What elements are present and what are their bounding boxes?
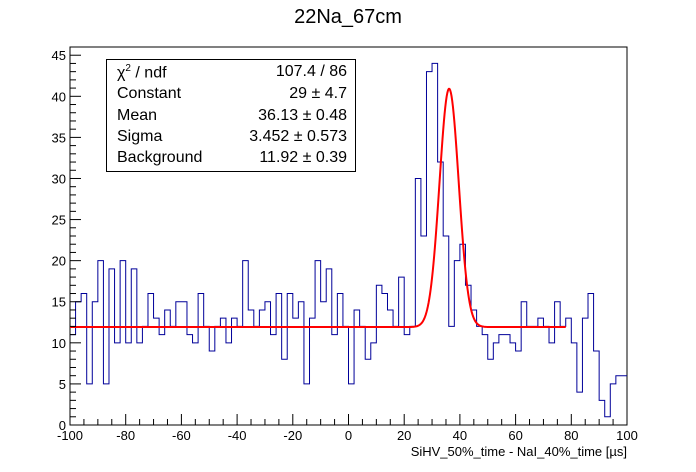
y-tick-label: 40 bbox=[52, 89, 66, 104]
chart-title: 22Na_67cm bbox=[294, 6, 402, 28]
stats-row-background: Background 11.92 ± 0.39 bbox=[117, 149, 347, 169]
y-tick-label: 35 bbox=[52, 130, 66, 145]
stats-value-background: 11.92 ± 0.39 bbox=[259, 149, 347, 166]
stats-row-chi2: χ2 / ndf 107.4 / 86 bbox=[117, 63, 347, 83]
y-tick-label: 30 bbox=[52, 171, 66, 186]
stats-value-mean: 36.13 ± 0.48 bbox=[258, 107, 347, 124]
stats-row-sigma: Sigma 3.452 ± 0.573 bbox=[117, 128, 347, 148]
x-tick-label: -100 bbox=[57, 428, 83, 443]
x-tick-label: 100 bbox=[616, 428, 638, 443]
ndf-label: / ndf bbox=[130, 64, 167, 82]
x-tick-label: -40 bbox=[228, 428, 247, 443]
y-tick-label: 45 bbox=[52, 48, 66, 63]
x-tick-label: -80 bbox=[116, 428, 135, 443]
x-axis-label: SiHV_50%_time - NaI_40%_time [µs] bbox=[410, 444, 627, 459]
y-tick-label: 10 bbox=[52, 336, 66, 351]
stats-label-chi2: χ2 / ndf bbox=[117, 63, 167, 82]
x-tick-label: -20 bbox=[283, 428, 302, 443]
chi-superscript: 2 bbox=[125, 63, 131, 74]
stats-label-mean: Mean bbox=[117, 107, 158, 124]
stats-label-sigma: Sigma bbox=[117, 128, 163, 145]
stats-value-sigma: 3.452 ± 0.573 bbox=[249, 128, 347, 145]
stats-row-mean: Mean 36.13 ± 0.48 bbox=[117, 107, 347, 127]
y-tick-label: 20 bbox=[52, 254, 66, 269]
chi-symbol: χ bbox=[117, 64, 126, 82]
fit-stats-box: χ2 / ndf 107.4 / 86 Constant 29 ± 4.7 Me… bbox=[106, 59, 356, 172]
y-tick-label: 25 bbox=[52, 213, 66, 228]
y-tick-label: 0 bbox=[59, 418, 66, 433]
stats-row-constant: Constant 29 ± 4.7 bbox=[117, 85, 347, 105]
y-tick-label: 15 bbox=[52, 295, 66, 310]
stats-value-constant: 29 ± 4.7 bbox=[289, 85, 347, 102]
x-tick-label: 60 bbox=[508, 428, 522, 443]
x-tick-label: 40 bbox=[453, 428, 467, 443]
y-tick-label: 5 bbox=[59, 377, 66, 392]
stats-label-background: Background bbox=[117, 149, 203, 166]
fit-curve bbox=[70, 87, 566, 329]
x-tick-label: 0 bbox=[345, 428, 352, 443]
x-tick-label: -60 bbox=[172, 428, 191, 443]
stats-value-chi2: 107.4 / 86 bbox=[275, 63, 347, 80]
x-tick-label: 80 bbox=[564, 428, 578, 443]
stats-label-constant: Constant bbox=[117, 85, 182, 102]
x-tick-label: 20 bbox=[397, 428, 411, 443]
